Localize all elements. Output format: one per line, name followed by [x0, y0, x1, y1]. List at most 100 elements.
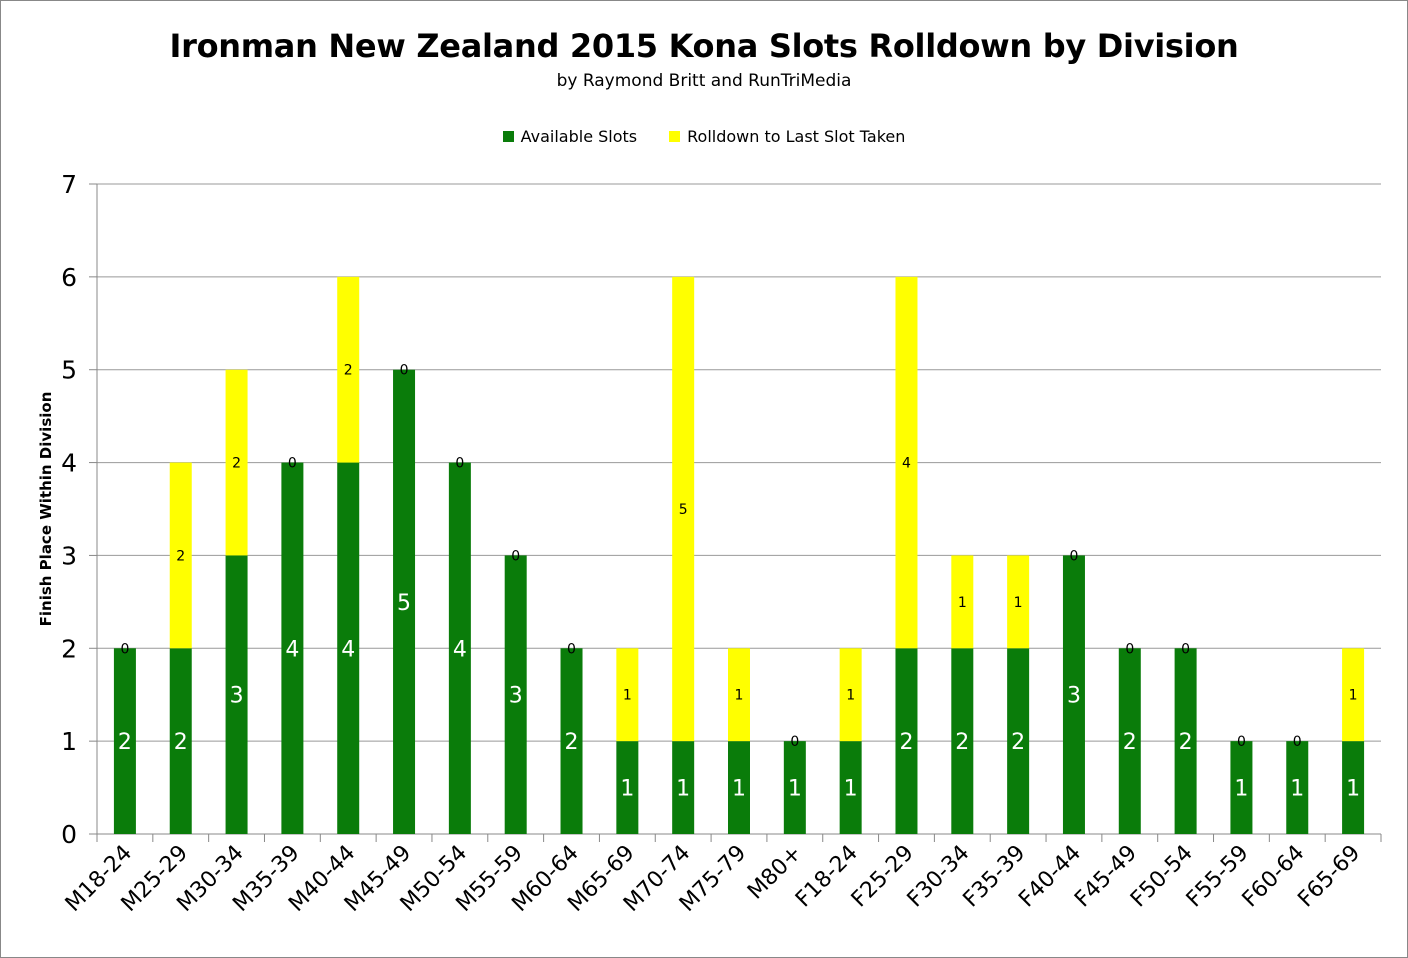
x-tick-label: F50-54 [1126, 841, 1198, 913]
bar-available [337, 462, 360, 834]
data-label-rolldown: 1 [846, 688, 855, 704]
bar-rolldown [225, 369, 248, 556]
data-label-rolldown: 5 [679, 502, 688, 518]
bar-available [281, 462, 304, 834]
data-label-available: 2 [118, 730, 132, 755]
data-label-rolldown: 1 [1014, 595, 1023, 611]
data-label-available: 4 [453, 637, 467, 662]
legend-label-available: Available Slots [520, 127, 638, 146]
x-axis-ticks: M18-24M25-29M30-34M35-39M40-44M45-49M50-… [61, 841, 1365, 917]
data-label-available: 1 [844, 777, 858, 802]
chart-title: Ironman New Zealand 2015 Kona Slots Roll… [169, 27, 1239, 65]
legend: Available Slots Rolldown to Last Slot Ta… [1, 127, 1407, 146]
data-label-available: 1 [732, 777, 746, 802]
data-label-available: 1 [1346, 777, 1360, 802]
y-tick-label: 0 [61, 820, 77, 849]
bar-available [448, 462, 471, 834]
x-tick-label: F55-59 [1182, 841, 1254, 913]
data-label-rolldown: 1 [1349, 688, 1358, 704]
data-label-available: 3 [509, 684, 523, 709]
data-label-available: 2 [565, 730, 579, 755]
bar-available [895, 648, 918, 834]
bar-available [1342, 741, 1365, 834]
x-tick-label: F45-49 [1070, 841, 1142, 913]
data-label-rolldown: 2 [344, 363, 353, 379]
legend-swatch-rolldown [669, 131, 681, 142]
y-tick-label: 2 [61, 634, 77, 663]
x-tick-label: F35-39 [959, 841, 1031, 913]
data-label-rolldown: 1 [958, 595, 967, 611]
bar-available [1007, 648, 1030, 834]
data-label-available: 2 [1179, 730, 1193, 755]
x-tick-label: F40-44 [1014, 841, 1086, 913]
x-tick-label: F65-69 [1293, 841, 1365, 913]
data-label-available: 1 [620, 777, 634, 802]
bar-rolldown [951, 555, 974, 649]
y-tick-label: 5 [61, 356, 77, 385]
bar-rolldown [169, 462, 192, 649]
data-label-available: 1 [1234, 777, 1248, 802]
data-label-rolldown: 0 [1237, 734, 1246, 750]
bar-rolldown [1007, 555, 1030, 649]
y-tick-label: 3 [61, 541, 77, 570]
y-tick-label: 1 [61, 727, 77, 756]
y-tick-label: 6 [61, 263, 77, 292]
bar-available [504, 555, 527, 834]
data-label-available: 1 [788, 777, 802, 802]
data-label-rolldown: 0 [790, 734, 799, 750]
bar-rolldown [337, 276, 360, 463]
x-tick-label: F18-24 [791, 841, 863, 913]
data-label-rolldown: 0 [120, 641, 129, 657]
data-label-available: 2 [1123, 730, 1137, 755]
legend-item-rolldown: Rolldown to Last Slot Taken [669, 127, 905, 146]
bar-rolldown [1342, 648, 1365, 742]
bar-available [728, 741, 750, 834]
data-label-rolldown: 0 [1069, 548, 1078, 564]
bar-available [1118, 648, 1141, 834]
y-axis-label: Finish Place Within Division [37, 392, 55, 627]
data-label-rolldown: 0 [511, 548, 520, 564]
data-label-available: 2 [955, 730, 969, 755]
bar-available [616, 741, 639, 834]
bar-available [783, 741, 806, 834]
bar-rolldown [839, 648, 862, 742]
bar-available [951, 648, 974, 834]
data-label-rolldown: 1 [735, 688, 744, 704]
data-label-available: 2 [1011, 730, 1025, 755]
legend-swatch-available [502, 131, 514, 142]
data-label-available: 1 [1290, 777, 1304, 802]
bar-available [113, 648, 136, 834]
x-tick-label: F60-64 [1238, 841, 1310, 913]
data-label-rolldown: 2 [176, 548, 185, 564]
data-label-available: 2 [899, 730, 913, 755]
bars: 2 0 2 2 3 2 4 0 4 2 5 0 4 0 3 0 2 0 1 1 1 5 1 1 1 0 1 1 2 4 2 1 2 1 3 0 2 0 2 0… [113, 276, 1365, 834]
bar-rolldown [895, 276, 918, 649]
bar-available [1062, 555, 1085, 834]
data-label-rolldown: 4 [902, 456, 911, 472]
bar-available [672, 741, 695, 834]
bar-available [1286, 741, 1309, 834]
bar-available [839, 741, 862, 834]
y-tick-label: 7 [61, 170, 77, 199]
data-label-rolldown: 0 [567, 641, 576, 657]
data-label-rolldown: 0 [1181, 641, 1190, 657]
data-label-available: 3 [1067, 684, 1081, 709]
bar-available [1230, 741, 1253, 834]
data-label-rolldown: 0 [455, 456, 464, 472]
data-label-rolldown: 0 [400, 363, 409, 379]
bar-available [225, 555, 248, 834]
y-axis-ticks: 0 1 2 3 4 5 6 7 [61, 170, 77, 849]
data-label-rolldown: 0 [1125, 641, 1134, 657]
data-label-available: 4 [341, 637, 355, 662]
bar-available [393, 369, 416, 834]
data-label-available: 1 [676, 777, 690, 802]
bar-available [169, 648, 192, 834]
data-label-available: 3 [230, 684, 244, 709]
x-tick-label: F25-29 [847, 841, 919, 913]
legend-item-available: Available Slots [502, 127, 638, 146]
bar-rolldown [672, 276, 695, 742]
data-label-available: 4 [285, 637, 299, 662]
y-tick-label: 4 [61, 449, 77, 478]
